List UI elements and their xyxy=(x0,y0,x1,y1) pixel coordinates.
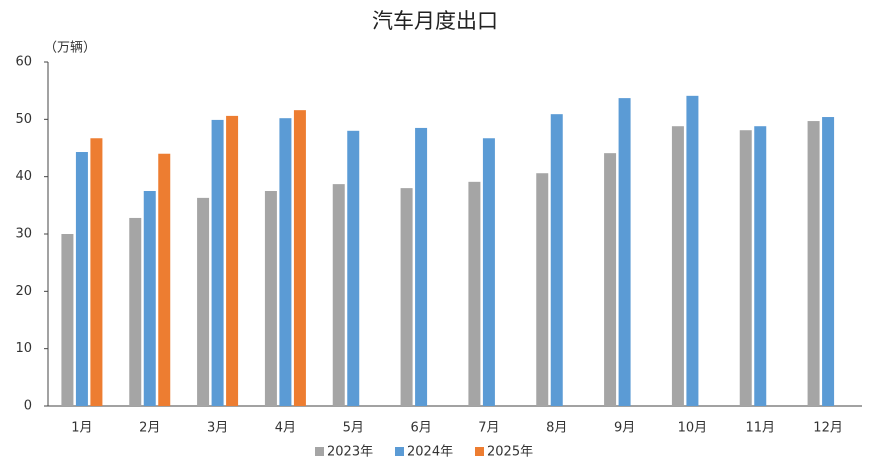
legend-swatch xyxy=(395,447,404,456)
bar xyxy=(604,153,617,406)
bar xyxy=(143,191,156,406)
bar xyxy=(75,152,88,406)
bar xyxy=(536,173,549,406)
bar xyxy=(686,95,699,407)
bar xyxy=(550,114,563,406)
bar xyxy=(754,126,767,407)
x-tick-label: 1月 xyxy=(71,421,92,436)
legend-label: 2023年 xyxy=(327,445,373,460)
x-tick-label: 6月 xyxy=(410,421,431,436)
x-tick-label: 4月 xyxy=(275,421,296,436)
x-tick-label: 10月 xyxy=(678,421,708,436)
bar xyxy=(618,98,631,407)
x-tick-label: 11月 xyxy=(745,421,775,436)
y-tick-label: 40 xyxy=(15,169,32,184)
bar xyxy=(90,138,103,406)
x-tick-label: 12月 xyxy=(813,421,843,436)
y-tick-label: 60 xyxy=(15,55,32,70)
bar xyxy=(415,127,428,406)
chart-title: 汽车月度出口 xyxy=(372,9,498,33)
bar xyxy=(400,188,413,406)
bar xyxy=(347,130,360,407)
bar xyxy=(264,191,277,406)
y-axis-label: （万辆） xyxy=(44,41,96,56)
bar xyxy=(671,126,684,407)
x-tick-label: 2月 xyxy=(139,421,160,436)
bar xyxy=(482,138,495,406)
legend-swatch xyxy=(475,447,484,456)
bar xyxy=(468,181,481,406)
x-tick-label: 9月 xyxy=(614,421,635,436)
x-tick-label: 3月 xyxy=(207,421,228,436)
bar xyxy=(197,197,210,406)
bar xyxy=(226,115,239,406)
bar xyxy=(279,118,292,406)
y-tick-label: 0 xyxy=(24,399,32,414)
y-tick-label: 20 xyxy=(15,284,32,299)
bar xyxy=(739,130,752,406)
bar xyxy=(129,217,142,406)
legend-label: 2025年 xyxy=(487,445,533,460)
bar xyxy=(822,117,835,406)
y-tick-label: 30 xyxy=(15,227,32,242)
bar xyxy=(158,153,171,406)
y-tick-label: 10 xyxy=(15,341,32,356)
legend-swatch xyxy=(315,447,324,456)
legend-label: 2024年 xyxy=(407,445,453,460)
y-tick-label: 50 xyxy=(15,112,32,127)
x-tick-label: 5月 xyxy=(343,421,364,436)
bar xyxy=(61,234,74,406)
x-tick-label: 7月 xyxy=(478,421,499,436)
bar xyxy=(211,119,224,406)
bar xyxy=(293,110,306,406)
bar xyxy=(332,184,345,406)
bar xyxy=(807,121,820,406)
x-tick-label: 8月 xyxy=(546,421,567,436)
